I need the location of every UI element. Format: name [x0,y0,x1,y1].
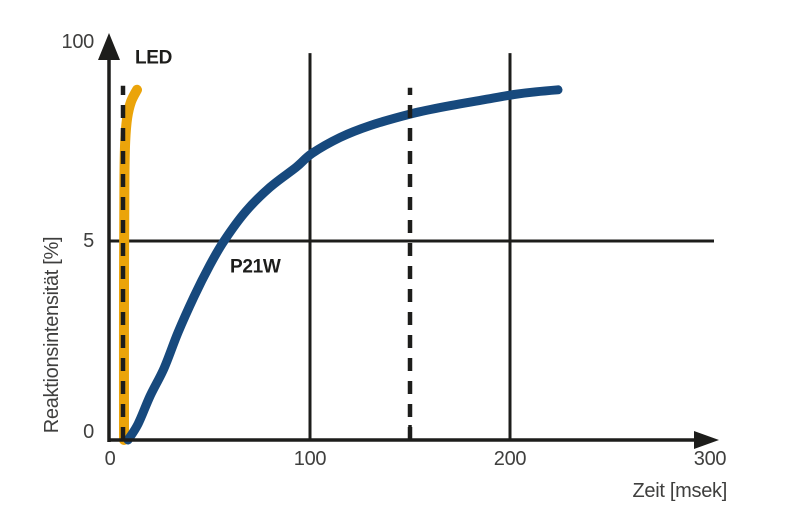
x-tick-label-100: 100 [294,448,327,470]
led-curve [118,84,142,445]
y-tick-label-100: 100 [62,31,95,53]
p21w-curve [123,85,563,445]
y-axis-title: Reaktionsintensität [%] [41,237,63,434]
plot-area: 0 100 200 300 0 5 100 LED P21W [62,31,727,470]
led-label: LED [135,47,172,68]
y-tick-label-0: 0 [83,421,94,443]
p21w-label: P21W [230,256,281,277]
y-tick-label-5: 5 [83,230,94,252]
y-axis-arrow [98,33,120,60]
x-tick-label-300: 300 [694,448,727,470]
x-axis-title: Zeit [msek] [633,480,728,502]
x-axis-arrow [694,431,719,449]
x-tick-label-200: 200 [494,448,527,470]
x-tick-label-0: 0 [105,448,116,470]
